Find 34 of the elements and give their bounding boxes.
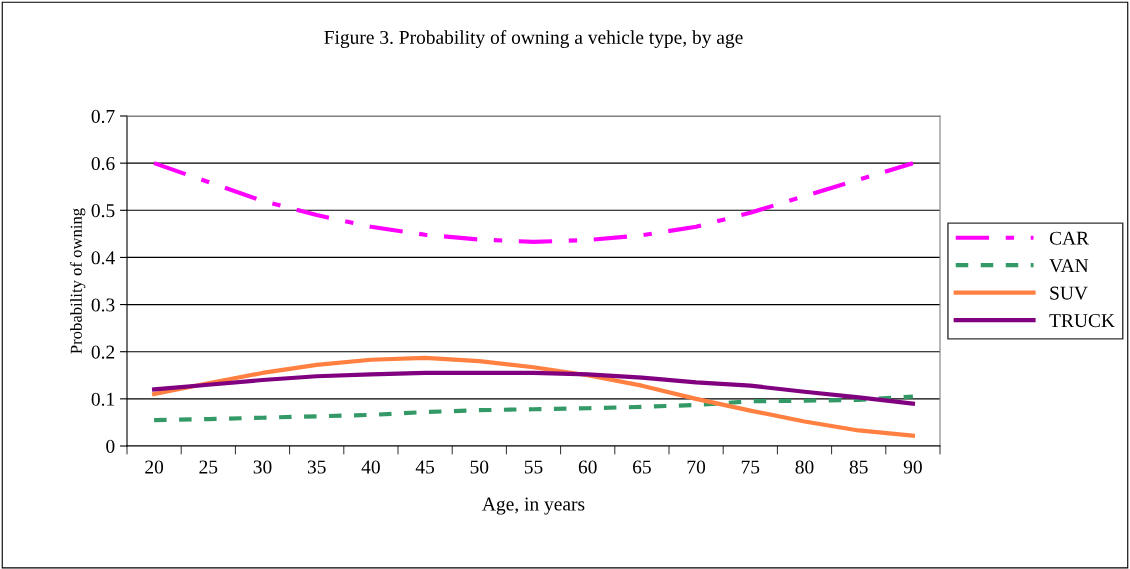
legend-label: VAN: [1049, 259, 1089, 273]
y-tick-label: 0.6: [91, 156, 115, 171]
y-tick-label: 0: [106, 439, 115, 453]
y-axis-title: Probability of owning: [70, 208, 86, 354]
line-series: [152, 370, 915, 406]
x-tick-label: 35: [307, 460, 326, 474]
x-tick-label: 45: [415, 460, 435, 474]
x-tick-label: 20: [145, 460, 164, 474]
legend-label: CAR: [1049, 231, 1090, 245]
x-tick-label: 70: [687, 460, 706, 474]
x-tick-label: 40: [361, 460, 380, 474]
line-series: [152, 355, 915, 438]
x-tick-label: 60: [578, 460, 597, 474]
x-tick-label: 75: [741, 460, 760, 474]
x-tick-label: 90: [903, 460, 922, 474]
y-tick-label: 0.3: [91, 298, 115, 312]
chart-title: Figure 3. Probability of owning a vehicle type, by age: [324, 30, 743, 48]
y-tick-label: 0.2: [91, 345, 115, 359]
y-tick-label: 0.4: [91, 251, 115, 265]
x-tick-label: 65: [633, 460, 651, 474]
x-tick-label: 80: [795, 460, 814, 474]
y-tick-label: 0.7: [91, 109, 115, 124]
x-tick-label: 30: [253, 460, 272, 474]
legend-label: TRUCK: [1049, 314, 1115, 328]
x-tick-label: 55: [524, 460, 543, 474]
y-tick-label: 0.5: [91, 204, 115, 218]
line-series: [152, 161, 915, 244]
line-series: [152, 394, 915, 423]
x-axis-title: Age, in years: [482, 497, 585, 515]
legend-label: SUV: [1050, 286, 1088, 300]
x-tick-label: 50: [470, 460, 489, 474]
x-tick-label: 25: [199, 460, 218, 474]
y-tick-label: 0.1: [91, 392, 115, 406]
x-tick-label: 85: [849, 460, 868, 474]
